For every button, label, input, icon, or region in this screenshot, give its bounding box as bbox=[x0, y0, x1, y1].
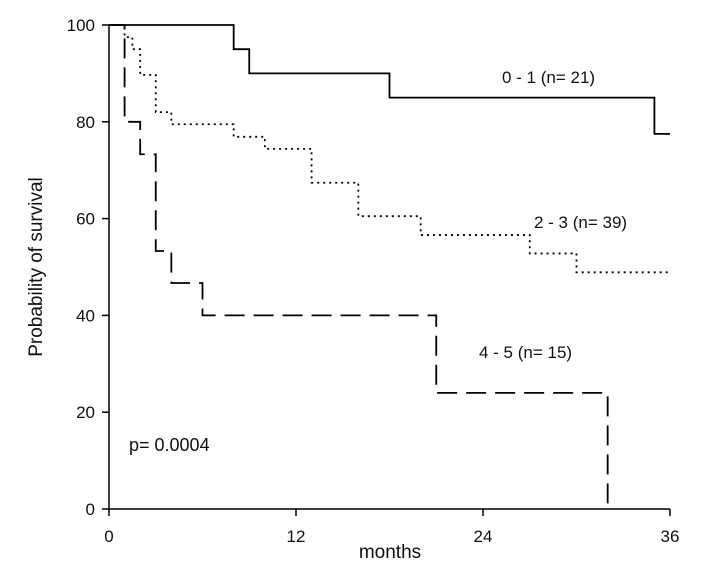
x-tick-label: 36 bbox=[661, 527, 680, 546]
x-axis-label: months bbox=[359, 542, 421, 563]
plot-area: 0 12 24 36 0 20 40 60 80 100 bbox=[67, 16, 680, 546]
series-labels: 0 - 1 (n= 21) 2 - 3 (n= 39) 4 - 5 (n= 15) bbox=[479, 68, 627, 362]
x-tick-label: 12 bbox=[287, 527, 306, 546]
x-tick-label: 24 bbox=[474, 527, 493, 546]
y-axis-label: Probability of survival bbox=[26, 177, 47, 357]
series-label-2: 2 - 3 (n= 39) bbox=[534, 213, 627, 232]
y-tick-label: 100 bbox=[67, 16, 95, 35]
x-tick-label: 0 bbox=[104, 527, 113, 546]
series-line-3 bbox=[109, 24, 609, 509]
series-layer bbox=[109, 24, 670, 509]
axis-ticks: 0 12 24 36 0 20 40 60 80 100 bbox=[67, 16, 680, 546]
p-value-annotation: p= 0.0004 bbox=[129, 435, 210, 455]
series-label-3: 4 - 5 (n= 15) bbox=[479, 343, 572, 362]
y-tick-label: 60 bbox=[76, 210, 95, 229]
y-tick-label: 20 bbox=[76, 403, 95, 422]
series-line-2 bbox=[109, 24, 670, 274]
y-tick-label: 40 bbox=[76, 306, 95, 325]
y-tick-label: 80 bbox=[76, 113, 95, 132]
y-tick-label: 0 bbox=[86, 500, 95, 519]
series-label-1: 0 - 1 (n= 21) bbox=[502, 68, 595, 87]
series-line-1 bbox=[109, 24, 670, 135]
